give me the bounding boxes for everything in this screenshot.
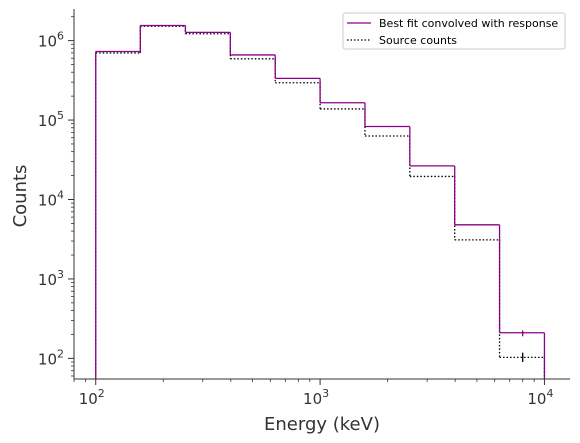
- legend-label-source-counts: Source counts: [379, 34, 457, 47]
- series-best-fit: [95, 24, 546, 379]
- y-tick-label: 106: [38, 30, 64, 51]
- x-tick-label: 104: [527, 387, 553, 408]
- axes-layer: [73, 9, 570, 380]
- ticks-layer: 102 103 104 102 103 104 105 106: [38, 16, 553, 408]
- x-tick-label: 102: [79, 387, 105, 408]
- legend: Best fit convolved with response Source …: [342, 12, 566, 50]
- legend-label-best-fit: Best fit convolved with response: [379, 17, 558, 30]
- series-layer: [95, 24, 546, 379]
- y-axis-label: Counts: [10, 165, 31, 228]
- legend-box: [342, 12, 566, 50]
- x-axis-label: Energy (keV): [264, 414, 380, 435]
- y-tick-label: 102: [38, 347, 64, 368]
- y-tick-label: 105: [38, 109, 64, 130]
- x-tick-label: 103: [303, 387, 329, 408]
- y-tick-label: 104: [38, 188, 64, 209]
- y-tick-label: 103: [38, 268, 64, 289]
